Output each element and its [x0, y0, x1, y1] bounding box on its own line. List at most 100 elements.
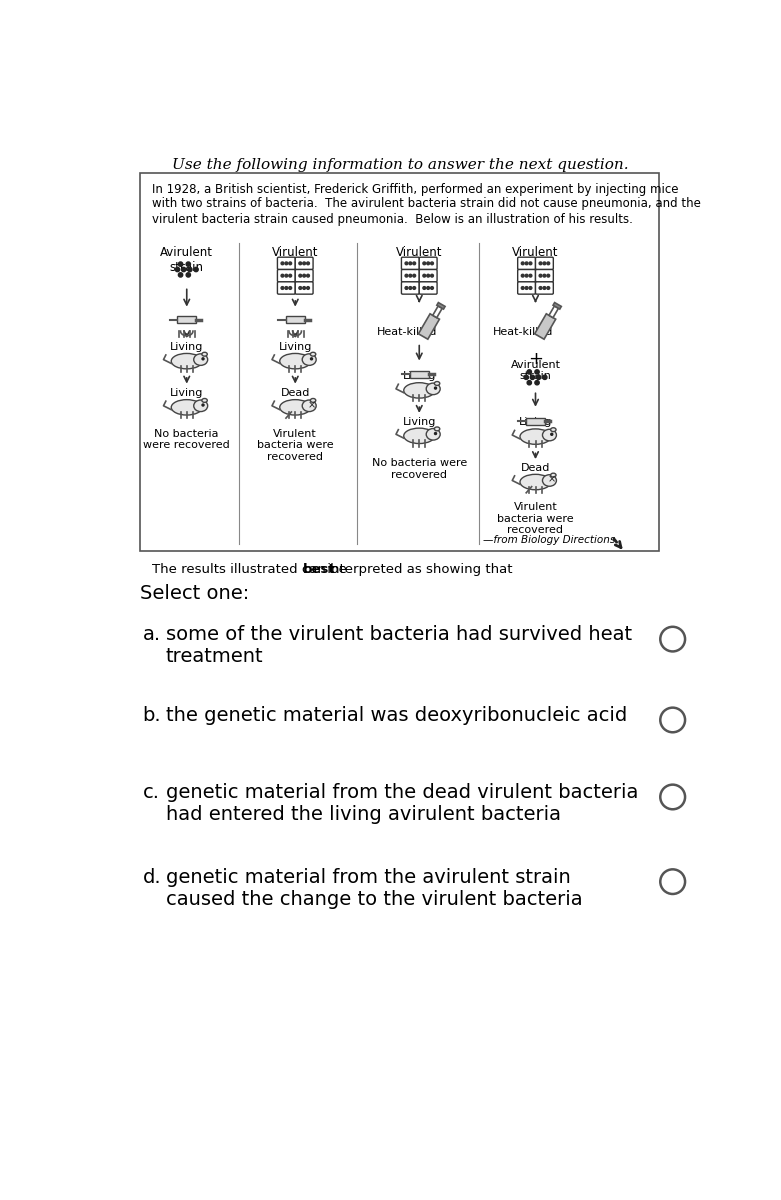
Bar: [286, 317, 305, 324]
FancyBboxPatch shape: [518, 257, 536, 270]
FancyBboxPatch shape: [295, 257, 313, 270]
Circle shape: [413, 275, 415, 277]
FancyBboxPatch shape: [518, 282, 536, 294]
Polygon shape: [433, 306, 442, 318]
Text: c.: c.: [143, 784, 159, 802]
Text: best: best: [303, 563, 336, 576]
Circle shape: [178, 272, 183, 277]
Bar: [410, 371, 429, 378]
Text: ×: ×: [308, 400, 316, 410]
Polygon shape: [419, 313, 440, 340]
Text: ×: ×: [547, 475, 556, 485]
Circle shape: [281, 262, 284, 265]
Text: genetic material from the dead virulent bacteria
had entered the living avirulen: genetic material from the dead virulent …: [166, 784, 638, 824]
Circle shape: [522, 262, 524, 265]
Circle shape: [525, 262, 528, 265]
Circle shape: [551, 433, 553, 436]
FancyBboxPatch shape: [419, 282, 437, 294]
Circle shape: [299, 275, 301, 277]
Ellipse shape: [280, 354, 311, 368]
Text: The results illustrated can be: The results illustrated can be: [152, 563, 351, 576]
Circle shape: [426, 287, 430, 289]
Polygon shape: [549, 306, 558, 318]
Ellipse shape: [201, 353, 207, 356]
Text: Avirulent
strain: Avirulent strain: [511, 360, 561, 382]
Circle shape: [660, 626, 685, 652]
Text: Living: Living: [279, 342, 312, 352]
Circle shape: [426, 262, 430, 265]
Circle shape: [175, 268, 180, 271]
Circle shape: [285, 275, 287, 277]
FancyBboxPatch shape: [277, 270, 295, 282]
FancyBboxPatch shape: [518, 270, 536, 282]
Text: Avirulent
strain: Avirulent strain: [160, 246, 213, 275]
Circle shape: [524, 376, 529, 379]
Circle shape: [289, 275, 291, 277]
Ellipse shape: [520, 428, 551, 444]
Circle shape: [409, 262, 412, 265]
Text: Select one:: Select one:: [141, 584, 249, 604]
Text: Virulent
strain: Virulent strain: [512, 246, 558, 275]
Circle shape: [543, 376, 547, 379]
Circle shape: [426, 275, 430, 277]
Text: interpreted as showing that: interpreted as showing that: [323, 563, 512, 576]
Circle shape: [543, 262, 546, 265]
FancyBboxPatch shape: [277, 257, 295, 270]
Ellipse shape: [310, 353, 316, 356]
Circle shape: [289, 287, 291, 289]
Circle shape: [285, 262, 287, 265]
Ellipse shape: [302, 400, 316, 412]
Circle shape: [430, 275, 433, 277]
Ellipse shape: [426, 428, 440, 440]
Text: Virulent
strain: Virulent strain: [272, 246, 319, 275]
Text: Virulent
strain: Virulent strain: [396, 246, 443, 275]
Text: Heat-killed: Heat-killed: [376, 328, 437, 337]
Text: Dead: Dead: [280, 388, 310, 398]
Text: +: +: [528, 350, 543, 368]
Circle shape: [537, 376, 540, 379]
FancyBboxPatch shape: [277, 282, 295, 294]
Ellipse shape: [280, 400, 311, 415]
Text: Dead: Dead: [521, 463, 550, 473]
Circle shape: [303, 287, 305, 289]
Circle shape: [423, 262, 426, 265]
Bar: [177, 317, 196, 324]
Ellipse shape: [404, 428, 435, 444]
Circle shape: [539, 287, 542, 289]
Ellipse shape: [310, 398, 316, 402]
Circle shape: [202, 404, 204, 406]
Text: Living: Living: [519, 418, 552, 427]
Text: Virulent
bacteria were
recovered: Virulent bacteria were recovered: [257, 428, 333, 462]
Circle shape: [527, 370, 531, 374]
Text: the genetic material was deoxyribonucleic acid: the genetic material was deoxyribonuclei…: [166, 706, 627, 725]
Circle shape: [409, 275, 412, 277]
Circle shape: [186, 272, 191, 277]
Ellipse shape: [426, 383, 440, 395]
Circle shape: [660, 785, 685, 809]
Circle shape: [522, 287, 524, 289]
Circle shape: [303, 275, 305, 277]
Ellipse shape: [543, 430, 556, 440]
Circle shape: [285, 287, 287, 289]
Circle shape: [525, 287, 528, 289]
Ellipse shape: [404, 383, 435, 398]
Text: b.: b.: [143, 706, 161, 725]
Circle shape: [535, 370, 539, 374]
Circle shape: [202, 358, 204, 360]
Text: Heat-killed: Heat-killed: [493, 328, 553, 337]
FancyBboxPatch shape: [295, 282, 313, 294]
Text: d.: d.: [143, 868, 161, 887]
FancyBboxPatch shape: [401, 257, 419, 270]
Circle shape: [660, 869, 685, 894]
Ellipse shape: [171, 400, 202, 415]
Circle shape: [522, 275, 524, 277]
Circle shape: [281, 287, 284, 289]
Circle shape: [405, 287, 408, 289]
Circle shape: [405, 262, 408, 265]
Circle shape: [299, 287, 301, 289]
Circle shape: [529, 275, 532, 277]
Circle shape: [413, 287, 415, 289]
FancyBboxPatch shape: [536, 282, 553, 294]
FancyBboxPatch shape: [295, 270, 313, 282]
Circle shape: [543, 287, 546, 289]
